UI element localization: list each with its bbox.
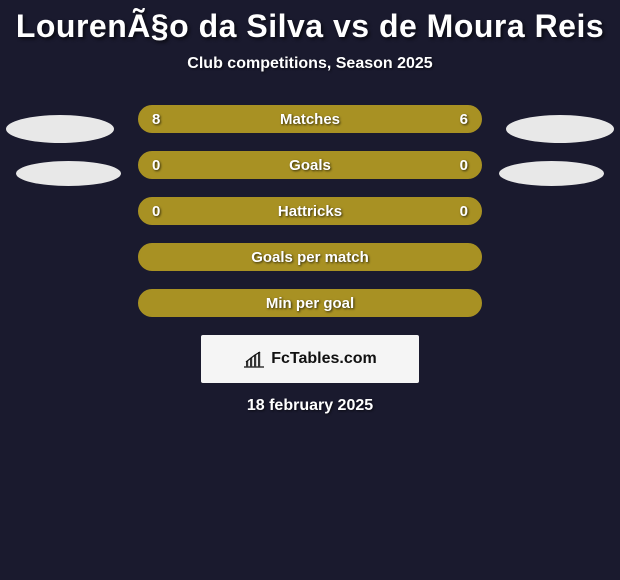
player-left-avatar-placeholder-2 xyxy=(16,161,121,186)
stat-row-goals-per-match: Goals per match xyxy=(138,243,482,271)
stat-row-min-per-goal: Min per goal xyxy=(138,289,482,317)
stat-right-value: 0 xyxy=(448,157,468,174)
page-title: LourenÃ§o da Silva vs de Moura Reis xyxy=(0,8,620,45)
stat-row-goals: 0Goals0 xyxy=(138,151,482,179)
source-logo[interactable]: FcTables.com xyxy=(201,335,419,383)
stat-label: Goals per match xyxy=(172,249,448,266)
stat-row-hattricks: 0Hattricks0 xyxy=(138,197,482,225)
stat-label: Min per goal xyxy=(172,295,448,312)
stat-label: Hattricks xyxy=(172,203,448,220)
comparison-card: LourenÃ§o da Silva vs de Moura Reis Club… xyxy=(0,0,620,415)
source-logo-text: FcTables.com xyxy=(271,350,377,368)
stat-row-matches: 8Matches6 xyxy=(138,105,482,133)
player-left-avatar-placeholder-1 xyxy=(6,115,114,143)
stat-right-value: 6 xyxy=(448,111,468,128)
bar-chart-icon xyxy=(243,350,265,368)
player-right-avatar-placeholder-1 xyxy=(506,115,614,143)
stat-label: Matches xyxy=(172,111,448,128)
player-right-avatar-placeholder-2 xyxy=(499,161,604,186)
date-line: 18 february 2025 xyxy=(0,397,620,415)
stat-left-value: 0 xyxy=(152,157,172,174)
stat-left-value: 8 xyxy=(152,111,172,128)
stat-label: Goals xyxy=(172,157,448,174)
subtitle: Club competitions, Season 2025 xyxy=(0,55,620,73)
stat-right-value: 0 xyxy=(448,203,468,220)
stat-left-value: 0 xyxy=(152,203,172,220)
stats-area: 8Matches60Goals00Hattricks0Goals per mat… xyxy=(0,105,620,317)
